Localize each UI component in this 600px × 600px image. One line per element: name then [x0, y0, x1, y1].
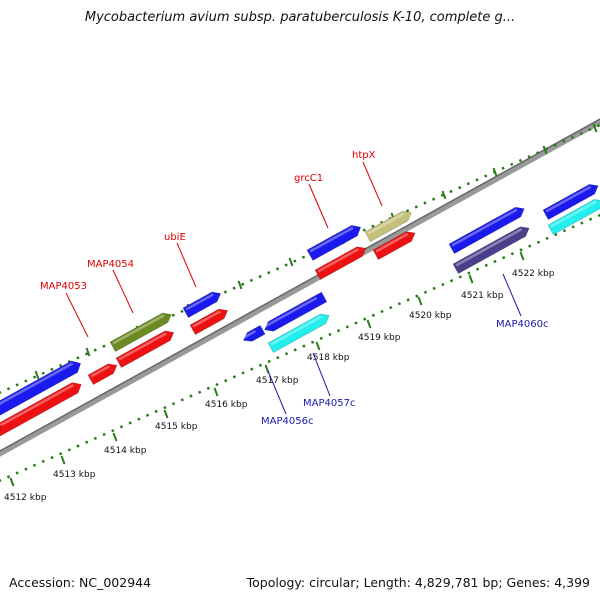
gene-arrow-blue-shine — [185, 293, 214, 311]
kbp-tick-label: 4521 kbp — [461, 291, 504, 301]
gene-leader-line — [176, 242, 197, 288]
kbp-tick-mark — [9, 477, 15, 487]
gene-leader-line — [502, 273, 522, 317]
kbp-tick-label: 4520 kbp — [409, 311, 452, 321]
gene-arrow-blue-shine — [545, 185, 592, 213]
upper-tick-mark — [85, 347, 91, 357]
gene-arrow-slate-shine — [455, 228, 523, 267]
kbp-tick-label: 4514 kbp — [104, 446, 147, 456]
backbone-line — [0, 119, 600, 457]
kbp-tick-label: 4517 kbp — [256, 376, 299, 386]
upper-tick-track — [0, 123, 600, 394]
gene-label: MAP4053 — [40, 281, 87, 292]
gene-leader-line — [362, 161, 383, 207]
gene-arrow-red — [87, 363, 118, 386]
gene-arrow-red — [0, 382, 82, 437]
gene-arrow-red-shine — [118, 332, 167, 361]
map-title: Mycobacterium avium subsp. paratuberculo… — [84, 10, 516, 25]
kbp-tick-mark — [112, 432, 118, 442]
gene-arrow-cyan — [547, 199, 600, 236]
kbp-tick-label: 4516 kbp — [205, 400, 248, 410]
kbp-tick-mark — [163, 409, 169, 419]
kbp-tick-mark — [417, 296, 423, 306]
gene-arrow-blue-shine — [451, 208, 518, 247]
upper-tick-mark — [34, 370, 40, 380]
gene-arrow-olive — [109, 312, 172, 353]
gene-arrow-cyan-shine — [270, 315, 323, 346]
kbp-tick-label: 4512 kbp — [4, 493, 47, 503]
gene-label: MAP4060c — [496, 319, 548, 330]
upper-tick-mark — [441, 190, 447, 200]
gene-leader-line — [267, 370, 287, 415]
gene-arrow-red-shine — [317, 248, 359, 273]
gene-arrow-cyan-shine — [550, 200, 597, 228]
kbp-tick-label: 4522 kbp — [512, 269, 555, 279]
gene-arrow-blue-shine — [264, 296, 318, 328]
genome-summary-text: Topology: circular; Length: 4,829,781 bp… — [246, 575, 590, 590]
gene-arrow-red — [0, 425, 3, 431]
upper-tick-mark — [592, 123, 598, 133]
gene-leader-line — [308, 183, 329, 229]
gene-arrow-red — [314, 246, 367, 281]
gene-arrow-blue-shine — [309, 226, 354, 253]
kbp-tick-mark — [60, 455, 66, 465]
gene-arrow-khaki-shine — [367, 212, 405, 235]
kbp-tick-label: 4515 kbp — [155, 422, 198, 432]
gene-arrow-blue — [264, 291, 328, 332]
kbp-tick-label: 4518 kbp — [307, 353, 350, 363]
kbp-tick-mark — [468, 274, 474, 284]
gene-arrow-red — [115, 330, 175, 369]
upper-tick-mark — [492, 167, 498, 177]
gene-arrow-red — [372, 231, 416, 261]
gene-arrow-khaki — [364, 210, 412, 243]
backbone-edge — [0, 118, 600, 452]
gene-arrow-blue — [448, 206, 525, 255]
upper-tick-mark — [542, 145, 548, 155]
kbp-tick-mark — [519, 251, 525, 261]
gene-arrow-red-shine — [375, 232, 409, 253]
gene-label: htpX — [352, 150, 376, 161]
upper-tick-mark — [237, 280, 243, 290]
gene-arrow-red-shine — [0, 383, 75, 428]
kbp-tick-mark — [213, 387, 219, 397]
lower-tick-track — [0, 213, 600, 482]
gene-arrow-blue — [182, 291, 222, 319]
kbp-tick-mark — [366, 319, 372, 329]
gene-leader-line — [312, 352, 331, 397]
gene-arrow-blue — [306, 224, 362, 261]
upper-tick-mark — [288, 257, 294, 267]
kbp-tick-label: 4519 kbp — [358, 333, 401, 343]
gene-label: ubiE — [164, 232, 186, 243]
gene-arrow-blue-shine — [243, 330, 257, 339]
gene-arrow-olive-shine — [112, 314, 165, 345]
gene-arrow-blue-shine — [0, 362, 74, 406]
gene-arrow-red-shine — [192, 310, 221, 328]
kbp-tick-mark — [315, 341, 321, 351]
gene-arrow-red — [189, 308, 229, 336]
kbp-tick-label: 4513 kbp — [53, 470, 96, 480]
gene-arrow-blue — [0, 360, 82, 416]
gene-arrow-blue — [542, 184, 599, 221]
gene-label: grcC1 — [294, 173, 323, 184]
gene-label: MAP4054 — [87, 259, 134, 270]
gene-arrow-blue — [242, 324, 266, 342]
gene-label: MAP4056c — [261, 416, 313, 427]
gene-arrow-cyan — [267, 313, 330, 354]
gene-leader-line — [65, 292, 89, 338]
gene-arrow-red-shine — [90, 365, 111, 378]
gene-arrow-slate — [452, 226, 530, 275]
gene-label: MAP4057c — [303, 398, 355, 409]
gene-leader-line — [112, 269, 134, 314]
accession-text: Accession: NC_002944 — [9, 575, 152, 590]
